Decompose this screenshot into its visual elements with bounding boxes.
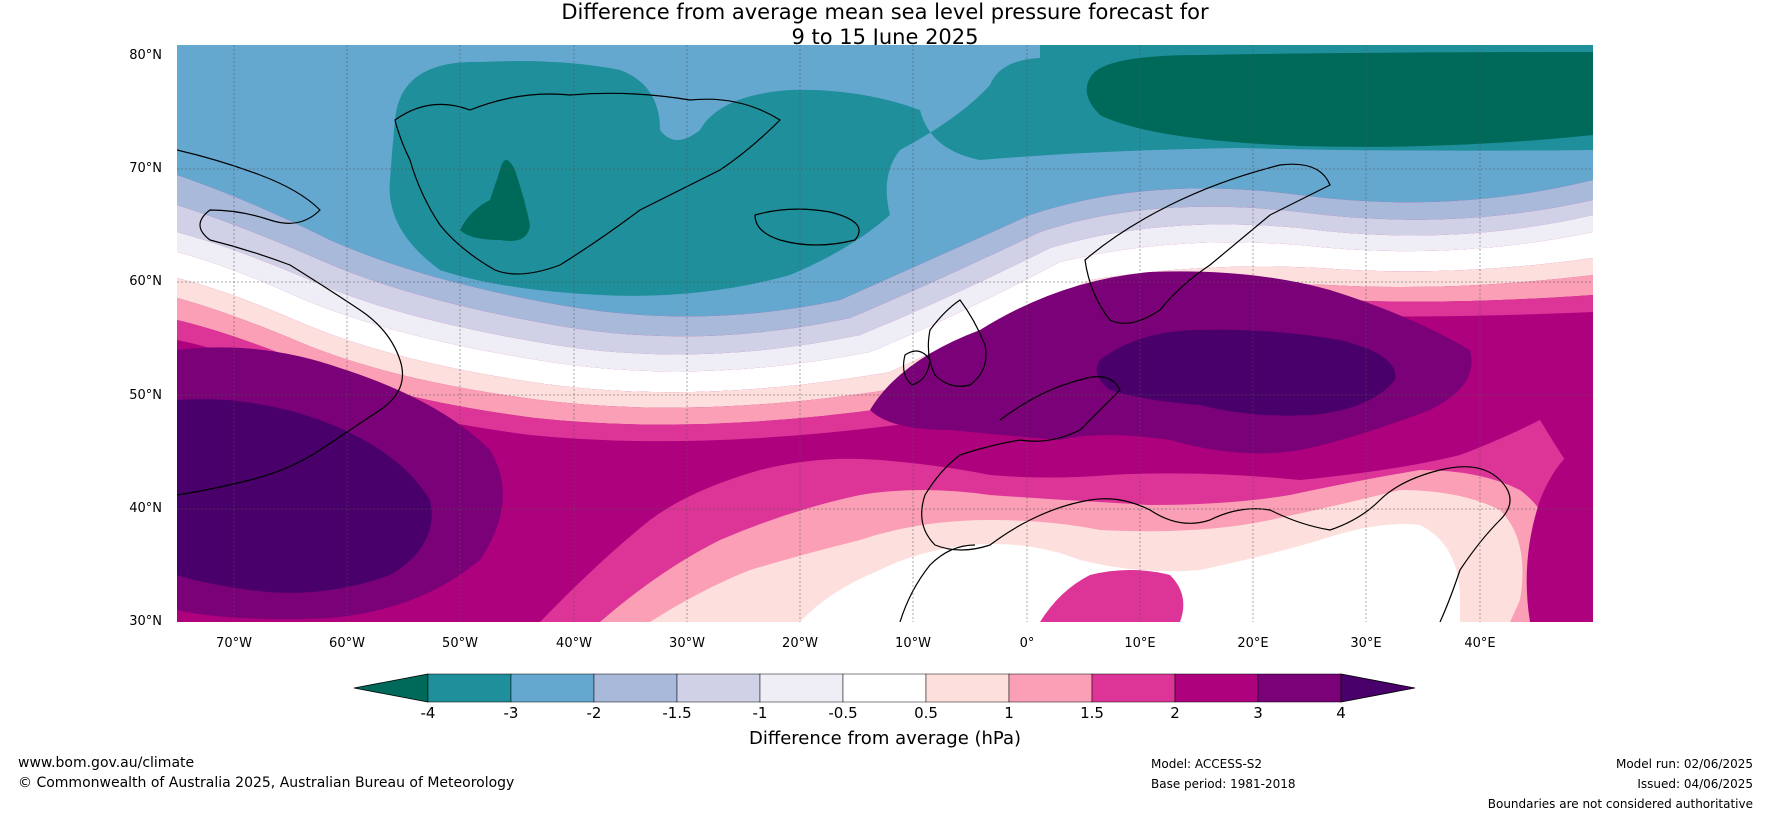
boundaries-note: Boundaries are not considered authoritat…	[1487, 797, 1753, 811]
anomaly-band-above-4-europe	[1096, 329, 1396, 416]
anomaly-band-south-dd-blob	[1040, 570, 1184, 622]
lon-tick: 30°W	[669, 636, 705, 651]
colorbar-segment	[1091, 673, 1176, 703]
lat-tick: 30°N	[129, 614, 162, 629]
anomaly-band-minus1	[177, 200, 1593, 355]
lon-tick: 40°W	[556, 636, 592, 651]
lat-tick: 60°N	[129, 274, 162, 289]
scandinavia-coast	[1084, 163, 1331, 324]
mediterranean-coast	[921, 376, 1511, 622]
colorbar-tick: -1	[752, 704, 768, 722]
colorbar-segment	[1008, 673, 1093, 703]
north-africa-coast	[899, 544, 976, 622]
anomaly-band-minus4-greenland	[460, 160, 530, 241]
model-text: Model: ACCESS-S2	[1151, 757, 1263, 771]
lat-tick: 40°N	[129, 501, 162, 516]
issued-text: Issued: 04/06/2025	[1637, 777, 1753, 791]
colorbar-tick: 1.5	[1080, 704, 1104, 722]
britain-coast	[927, 299, 987, 387]
lon-tick: 70°W	[216, 636, 252, 651]
anomaly-band-above-4-atlantic	[177, 399, 432, 593]
colorbar-segment	[593, 673, 678, 703]
lon-tick: 20°E	[1237, 636, 1269, 651]
colorbar-segment	[759, 673, 844, 703]
colorbar-tick: 2	[1170, 704, 1180, 722]
colorbar-segment	[427, 673, 512, 703]
colorbar-segment	[1174, 673, 1259, 703]
ireland-coast	[902, 350, 931, 386]
base-period-text: Base period: 1981-2018	[1151, 777, 1296, 791]
lon-tick: 0°	[1019, 636, 1035, 651]
lat-tick: 80°N	[129, 48, 162, 63]
lon-tick: 20°W	[782, 636, 818, 651]
anomaly-band-near-zero	[177, 232, 1593, 393]
lon-tick: 60°W	[329, 636, 365, 651]
copyright-text: © Commonwealth of Australia 2025, Austra…	[18, 775, 515, 791]
colorbar-tick: -2	[586, 704, 602, 722]
lat-tick: 50°N	[129, 388, 162, 403]
anomaly-band-minus4-arctic	[1086, 52, 1593, 147]
model-run-text: Model run: 02/06/2025	[1615, 757, 1753, 771]
iceland-coast	[754, 208, 860, 246]
colorbar-tick: -1.5	[662, 704, 692, 722]
colorbar-segment	[925, 673, 1010, 703]
colorbar-tick: -4	[420, 704, 436, 722]
lon-tick: 10°W	[895, 636, 931, 651]
coastlines	[177, 92, 1511, 622]
colorbar-tick: 3	[1253, 704, 1263, 722]
map-title: Difference from average mean sea level p…	[0, 0, 1770, 50]
north-america-coast	[177, 149, 404, 496]
colorbar-tick: 1	[1004, 704, 1014, 722]
colorbar-extend-low	[353, 673, 429, 703]
colorbar-segment	[510, 673, 595, 703]
graticule	[177, 45, 1593, 622]
website-text: www.bom.gov.au/climate	[18, 755, 195, 771]
colorbar-tick: -0.5	[828, 704, 858, 722]
lon-tick: 40°E	[1464, 636, 1496, 651]
colorbar-segment	[1257, 673, 1342, 703]
greenland-coast	[394, 92, 781, 275]
lon-tick: 30°E	[1350, 636, 1382, 651]
lon-tick: 50°W	[442, 636, 478, 651]
lat-tick: 70°N	[129, 161, 162, 176]
anomaly-band-minus0-5	[177, 215, 1593, 372]
colorbar-extend-high	[1340, 673, 1416, 703]
colorbar-tick: 0.5	[914, 704, 938, 722]
colorbar-segment	[676, 673, 761, 703]
anomaly-band-east-blob	[1526, 440, 1593, 622]
lon-tick: 10°E	[1124, 636, 1156, 651]
colorbar-tick: 4	[1336, 704, 1346, 722]
colorbar-label: Difference from average (hPa)	[748, 728, 1022, 749]
anomaly-band-0-5-to-1	[177, 258, 1593, 408]
map-title-line1: Difference from average mean sea level p…	[561, 0, 1209, 24]
colorbar-tick: -3	[503, 704, 519, 722]
colorbar-segment	[842, 673, 927, 703]
